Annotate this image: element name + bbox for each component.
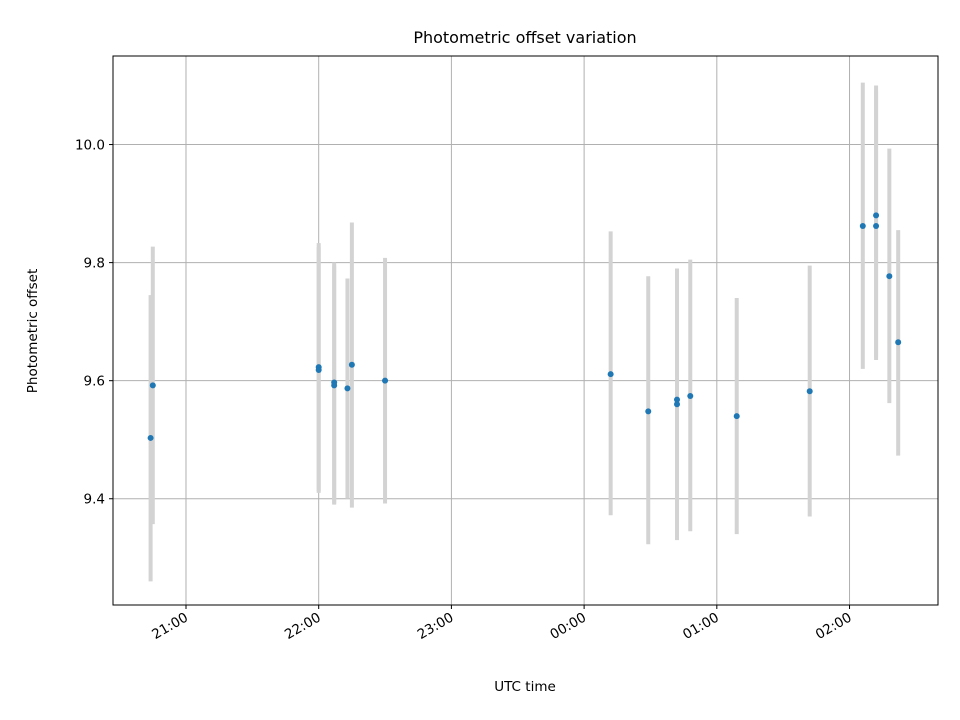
grid — [113, 56, 938, 605]
errorbars — [148, 82, 901, 582]
plot-frame — [112, 55, 939, 606]
data-point — [873, 223, 880, 230]
data-point — [382, 377, 389, 384]
data-point — [674, 396, 681, 403]
data-points — [147, 212, 902, 441]
data-point — [344, 385, 351, 392]
data-point — [607, 371, 614, 378]
data-point — [859, 223, 866, 230]
data-point — [645, 408, 652, 415]
x-tick-label: 22:00 — [282, 610, 324, 643]
chart-title: Photometric offset variation — [413, 28, 636, 47]
data-point — [733, 413, 740, 420]
data-point — [806, 388, 813, 395]
data-point — [674, 401, 681, 408]
x-tick-label: 01:00 — [680, 610, 722, 643]
data-point — [687, 393, 694, 400]
data-point — [149, 382, 156, 389]
x-tick-label: 02:00 — [813, 610, 855, 643]
data-point — [895, 339, 902, 346]
data-point — [348, 361, 355, 368]
data-point — [886, 273, 893, 280]
data-point — [331, 382, 338, 389]
y-tick-label: 9.6 — [84, 374, 105, 390]
x-tick-label: 23:00 — [415, 610, 457, 643]
y-tick-label: 9.4 — [84, 492, 105, 508]
data-point — [315, 367, 322, 374]
x-axis-label: UTC time — [494, 679, 556, 695]
y-tick-label: 10.0 — [75, 138, 105, 154]
data-point — [873, 212, 880, 219]
y-axis-label: Photometric offset — [25, 269, 41, 393]
y-tick-label: 9.8 — [84, 256, 105, 272]
x-tick-label: 21:00 — [149, 610, 191, 643]
x-tick-label: 00:00 — [547, 610, 589, 643]
data-point — [147, 434, 154, 441]
